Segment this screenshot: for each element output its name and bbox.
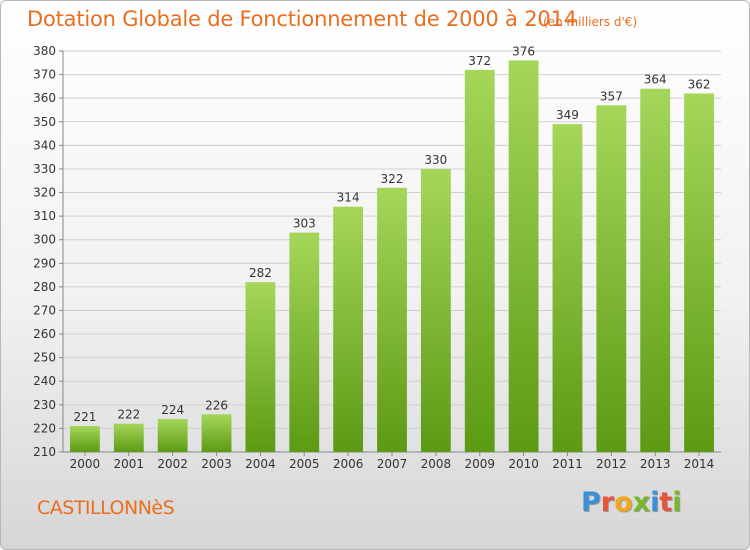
logo-letter: t: [659, 487, 673, 518]
y-tick-label: 280: [33, 280, 56, 294]
value-label-2007: 322: [381, 172, 404, 186]
logo-letter: P: [581, 487, 601, 518]
bar-2012: [596, 105, 627, 453]
bar-2003: [201, 414, 232, 452]
bar-2005: [289, 232, 320, 452]
y-tick-label: 300: [33, 233, 56, 247]
x-tick-label-2005: 2005: [289, 457, 320, 471]
logo-letter: i: [650, 487, 660, 518]
bar-2001: [113, 423, 144, 452]
value-label-2011: 349: [556, 108, 579, 122]
bar-2006: [333, 206, 364, 452]
value-label-2004: 282: [249, 266, 272, 280]
y-tick-label: 380: [33, 44, 56, 58]
value-label-2005: 303: [293, 217, 316, 231]
unit-label: (en milliers d'€): [543, 15, 638, 29]
x-tick-label-2012: 2012: [596, 457, 627, 471]
y-tick-label: 330: [33, 162, 56, 176]
x-tick-label-2007: 2007: [377, 457, 408, 471]
x-tick-label-2011: 2011: [552, 457, 583, 471]
value-label-2006: 314: [337, 191, 360, 205]
logo-letter: x: [632, 487, 651, 518]
y-tick-label: 360: [33, 91, 56, 105]
value-label-2003: 226: [205, 398, 228, 412]
y-tick-label: 370: [33, 68, 56, 82]
x-tick-label-2001: 2001: [114, 457, 145, 471]
y-tick-label: 270: [33, 303, 56, 317]
bar-2007: [377, 187, 407, 452]
x-tick-label-2014: 2014: [684, 457, 715, 471]
value-label-2002: 224: [161, 403, 184, 417]
value-label-2010: 376: [512, 44, 535, 58]
y-tick-label: 250: [33, 351, 56, 365]
chart-title: Dotation Globale de Fonctionnement de 20…: [27, 7, 577, 31]
value-label-2008: 330: [424, 153, 447, 167]
logo-letter: i: [672, 487, 682, 518]
y-tick-label: 230: [33, 398, 56, 412]
bar-2010: [508, 60, 539, 452]
x-tick-label-2009: 2009: [464, 457, 495, 471]
y-tick-label: 220: [33, 421, 56, 435]
bar-2009: [464, 69, 495, 452]
logo-letter: r: [600, 487, 615, 518]
y-tick-label: 260: [33, 327, 56, 341]
y-tick-label: 350: [33, 115, 56, 129]
y-tick-label: 290: [33, 256, 56, 270]
bar-2008: [420, 168, 451, 453]
x-tick-label-2006: 2006: [333, 457, 364, 471]
value-label-2001: 222: [117, 408, 140, 422]
proxiti-logo[interactable]: Proxiti: [581, 487, 682, 518]
y-tick-label: 210: [33, 445, 56, 459]
x-tick-label-2003: 2003: [201, 457, 232, 471]
bar-2014: [684, 93, 714, 452]
bar-2002: [157, 418, 188, 452]
commune-name: CASTILLONNèS: [37, 497, 175, 519]
bar-2011: [552, 124, 583, 452]
y-tick-label: 310: [33, 209, 56, 223]
value-label-2009: 372: [468, 54, 491, 68]
value-label-2012: 357: [600, 89, 623, 103]
logo-letter: o: [614, 487, 633, 518]
x-tick-label-2004: 2004: [245, 457, 276, 471]
y-tick-label: 240: [33, 374, 56, 388]
bar-2000: [70, 426, 100, 452]
x-tick-label-2002: 2002: [157, 457, 188, 471]
x-tick-label-2000: 2000: [70, 457, 101, 471]
x-tick-label-2013: 2013: [640, 457, 671, 471]
value-label-2013: 364: [644, 73, 667, 87]
value-label-2014: 362: [688, 77, 711, 91]
bar-2004: [245, 282, 276, 452]
y-tick-label: 340: [33, 138, 56, 152]
bar-2013: [640, 88, 671, 452]
value-label-2000: 221: [73, 410, 96, 424]
x-tick-label-2008: 2008: [421, 457, 452, 471]
x-tick-label-2010: 2010: [508, 457, 539, 471]
y-tick-label: 320: [33, 186, 56, 200]
